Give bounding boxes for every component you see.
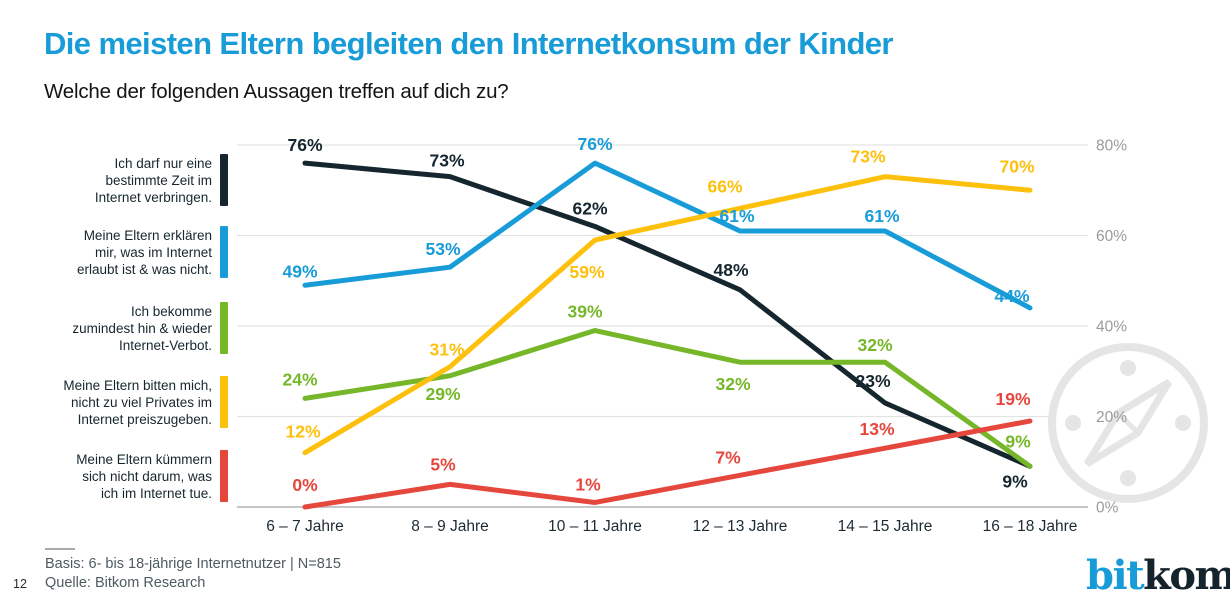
- legend-color-bar: [220, 154, 228, 206]
- legend-color-bar: [220, 302, 228, 354]
- data-label-series0-pt1: 73%: [429, 151, 464, 171]
- page-number: 12: [13, 577, 27, 591]
- page-subtitle: Welche der folgenden Aussagen treffen au…: [44, 80, 509, 103]
- data-label-series0-pt3: 48%: [713, 260, 748, 280]
- data-label-series1-pt5: 44%: [994, 286, 1029, 306]
- data-label-series0-pt2: 62%: [572, 198, 607, 218]
- y-tick-label-60: 60%: [1096, 228, 1127, 245]
- bitkom-logo: bitkom: [1086, 556, 1230, 596]
- series-line-3: [302, 174, 1033, 456]
- x-tick-label-1: 8 – 9 Jahre: [411, 518, 489, 535]
- legend-item-label: Ich darf nur eine bestimmte Zeit im Inte…: [94, 155, 212, 205]
- page-title: Die meisten Eltern begleiten den Interne…: [44, 26, 893, 61]
- data-label-series3-pt5: 70%: [999, 156, 1034, 176]
- data-label-series1-pt3: 61%: [719, 206, 754, 226]
- compass-needle-crease: [1116, 411, 1140, 435]
- series-line-0: [302, 160, 1033, 469]
- logo-part-bit: bit: [1086, 552, 1145, 599]
- data-label-series4-pt5: 19%: [995, 389, 1030, 409]
- logo-part-kom: kom: [1143, 552, 1230, 599]
- data-label-series1-pt1: 53%: [425, 239, 460, 259]
- source-note: Quelle: Bitkom Research: [45, 575, 206, 591]
- data-label-series2-pt3: 32%: [715, 374, 750, 394]
- data-label-series3-pt2: 59%: [569, 262, 604, 282]
- data-label-series4-pt0: 0%: [292, 475, 318, 495]
- legend-color-bar: [220, 450, 228, 502]
- legend-color-bar: [220, 226, 228, 278]
- compass-dot-2: [1065, 415, 1081, 431]
- compass-dot-1: [1120, 470, 1136, 486]
- data-label-series4-pt1: 5%: [430, 454, 456, 474]
- data-label-series4-pt2: 1%: [575, 474, 601, 494]
- legend-item-label: Meine Eltern bitten mich, nicht zu viel …: [63, 377, 212, 427]
- data-label-series0-pt4: 23%: [855, 371, 890, 391]
- legend-item-4: Meine Eltern kümmern sich nicht darum, w…: [28, 450, 228, 502]
- series-line-4: [302, 418, 1033, 510]
- x-tick-label-3: 12 – 13 Jahre: [693, 518, 788, 535]
- data-label-series4-pt4: 13%: [859, 419, 894, 439]
- compass-dot-3: [1175, 415, 1191, 431]
- x-tick-label-5: 16 – 18 Jahre: [983, 518, 1078, 535]
- y-tick-label-40: 40%: [1096, 319, 1127, 336]
- x-tick-label-0: 6 – 7 Jahre: [266, 518, 344, 535]
- data-label-series2-pt4: 32%: [857, 335, 892, 355]
- data-label-series1-pt0: 49%: [282, 261, 317, 281]
- data-label-series2-pt1: 29%: [425, 384, 460, 404]
- legend-item-2: Ich bekomme zumindest hin & wieder Inter…: [28, 302, 228, 354]
- y-tick-label-80: 80%: [1096, 138, 1127, 155]
- legend-item-0: Ich darf nur eine bestimmte Zeit im Inte…: [28, 154, 228, 206]
- footer-divider: [45, 548, 75, 550]
- data-label-series3-pt0: 12%: [285, 422, 320, 442]
- series-line-2: [302, 328, 1033, 469]
- legend-item-label: Meine Eltern kümmern sich nicht darum, w…: [76, 451, 212, 501]
- data-label-series1-pt4: 61%: [864, 206, 899, 226]
- data-label-series1-pt2: 76%: [577, 134, 612, 154]
- compass-icon: [1048, 343, 1208, 503]
- legend-item-label: Meine Eltern erklären mir, was im Intern…: [76, 227, 212, 277]
- series-line-1: [302, 160, 1033, 311]
- data-label-series0-pt0: 76%: [287, 135, 322, 155]
- data-label-series0-pt5: 9%: [1002, 471, 1028, 491]
- data-label-series3-pt1: 31%: [429, 340, 464, 360]
- x-tick-label-4: 14 – 15 Jahre: [838, 518, 933, 535]
- y-tick-label-20: 20%: [1096, 409, 1127, 426]
- legend-item-label: Ich bekomme zumindest hin & wieder Inter…: [72, 303, 212, 353]
- data-label-series3-pt3: 66%: [707, 176, 742, 196]
- data-label-series2-pt0: 24%: [282, 369, 317, 389]
- legend-item-1: Meine Eltern erklären mir, was im Intern…: [28, 226, 228, 278]
- legend-item-3: Meine Eltern bitten mich, nicht zu viel …: [28, 376, 228, 428]
- basis-note: Basis: 6- bis 18-jährige Internetnutzer …: [45, 556, 341, 572]
- data-label-series2-pt5: 9%: [1005, 431, 1031, 451]
- data-label-series2-pt2: 39%: [567, 302, 602, 322]
- legend-color-bar: [220, 376, 228, 428]
- x-tick-label-2: 10 – 11 Jahre: [548, 518, 642, 535]
- compass-dot-0: [1120, 360, 1136, 376]
- data-label-series3-pt4: 73%: [850, 147, 885, 167]
- data-label-series4-pt3: 7%: [715, 447, 741, 467]
- compass-needle: [1084, 379, 1172, 467]
- y-tick-label-0: 0%: [1096, 500, 1119, 517]
